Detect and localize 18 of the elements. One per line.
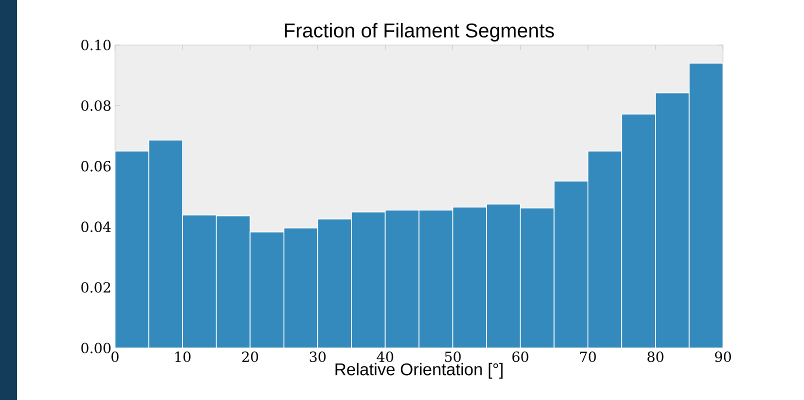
x-tick-label: 90 [715, 352, 731, 362]
x-axis-title: Relative Orientation [°] [336, 362, 503, 379]
y-tick-label: 0.02 [81, 282, 110, 293]
y-tick-label: 0.10 [81, 40, 111, 50]
x-tick-label: 60 [512, 352, 528, 362]
y-tick-label: 0.08 [81, 100, 111, 111]
x-tick-label: 20 [242, 352, 258, 362]
y-tick-label: 0.06 [81, 160, 111, 172]
y-tick-label: 0.04 [81, 222, 111, 232]
y-tick-label: 0.00 [81, 342, 111, 354]
x-tick-label: 40 [376, 352, 394, 362]
x-tick-label: 80 [648, 352, 664, 362]
x-tick-label: 50 [445, 352, 461, 362]
x-tick-label: 10 [175, 352, 191, 362]
x-tick-label: 0 [111, 352, 119, 362]
x-tick-label: 30 [310, 352, 326, 362]
x-tick-label: 70 [580, 352, 596, 362]
chart-title: Fraction of Filament Segments [284, 22, 554, 42]
